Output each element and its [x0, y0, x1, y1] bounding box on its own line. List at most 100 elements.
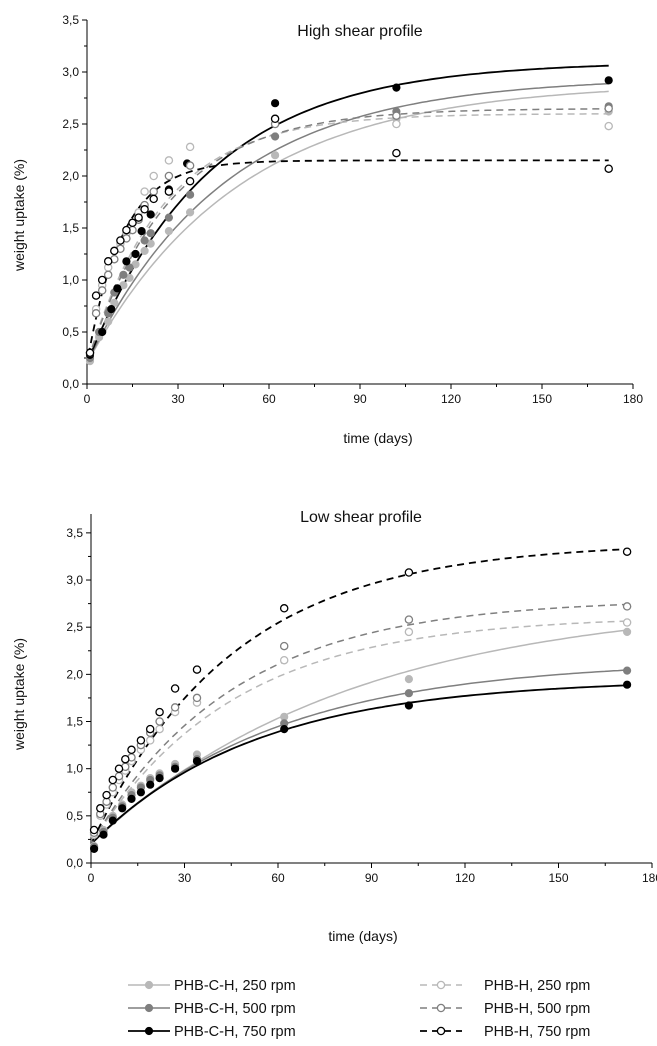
- data-point: [271, 132, 280, 141]
- x-tick-label: 180: [623, 392, 643, 406]
- data-point: [103, 257, 113, 266]
- y-axis-label: weight uptake (%): [11, 159, 27, 272]
- data-point: [110, 246, 119, 256]
- data-point: [271, 151, 280, 160]
- data-point: [192, 665, 202, 674]
- data-point: [622, 618, 632, 627]
- high-shear-chart: High shear profile time (days) weight up…: [11, 13, 643, 446]
- y-tick-label: 0,0: [62, 377, 79, 391]
- data-point: [140, 236, 149, 245]
- y-tick-label: 0,5: [62, 325, 79, 339]
- y-tick-label: 2,5: [66, 620, 83, 634]
- data-point: [186, 208, 195, 217]
- fit-curve: [87, 159, 609, 355]
- fit-curve: [87, 113, 609, 359]
- data-point: [623, 680, 632, 689]
- data-point: [392, 119, 401, 129]
- data-point: [392, 111, 401, 120]
- y-tick-label: 2,5: [62, 117, 79, 131]
- data-point: [155, 774, 164, 783]
- data-point: [114, 764, 124, 773]
- data-point: [155, 707, 164, 717]
- data-point: [116, 236, 125, 245]
- data-point: [622, 547, 632, 556]
- data-point: [164, 187, 174, 196]
- legend-marker: [436, 1026, 446, 1036]
- legend-marker: [436, 1003, 446, 1013]
- x-tick-label: 30: [178, 871, 192, 885]
- data-point: [185, 161, 195, 170]
- data-point: [186, 190, 195, 199]
- y-tick-label: 2,0: [62, 169, 79, 183]
- data-point: [623, 666, 632, 675]
- x-tick-label: 180: [642, 871, 657, 885]
- fit-curve: [87, 82, 609, 361]
- data-point: [131, 249, 140, 259]
- data-point: [122, 225, 131, 235]
- data-point: [140, 205, 149, 214]
- data-point: [90, 844, 99, 854]
- legend: PHB-C-H, 250 rpm PHB-H, 250 rpm PHB-C-H, 5…: [128, 978, 590, 1040]
- x-tick-label: 120: [441, 392, 461, 406]
- data-point: [164, 156, 174, 165]
- y-tick-label: 3,0: [66, 573, 83, 587]
- fit-curve: [91, 603, 628, 842]
- data-point: [118, 804, 127, 813]
- data-point: [604, 104, 613, 113]
- data-point: [155, 717, 164, 726]
- x-tick-label: 120: [455, 871, 475, 885]
- data-point: [192, 757, 202, 766]
- y-axis-label: weight uptake (%): [11, 638, 27, 751]
- x-tick-label: 30: [171, 392, 185, 406]
- data-point: [164, 171, 174, 181]
- data-point: [99, 830, 108, 839]
- fit-curve: [91, 620, 628, 842]
- x-axis-label: time (days): [328, 928, 397, 944]
- data-point: [170, 703, 180, 712]
- y-tick-label: 3,5: [62, 13, 79, 27]
- data-point: [107, 305, 116, 314]
- data-point: [91, 309, 101, 318]
- data-point: [140, 246, 149, 255]
- legend-entry: PHB-C-H, 250 rpm: [128, 978, 296, 994]
- legend-label: PHB-C-H, 500 rpm: [174, 1001, 296, 1017]
- y-tick-label: 0,0: [66, 856, 83, 870]
- legend-marker: [436, 980, 446, 990]
- low-shear-chart: Low shear profile time (days) weight upt…: [11, 509, 657, 944]
- y-tick-label: 3,5: [66, 526, 83, 540]
- data-point: [280, 725, 289, 734]
- x-tick-label: 0: [88, 871, 95, 885]
- data-point: [119, 270, 128, 279]
- data-point: [98, 327, 107, 337]
- y-tick-label: 2,0: [66, 667, 83, 681]
- data-point: [149, 187, 158, 196]
- data-point: [121, 754, 130, 764]
- fit-curve: [87, 108, 609, 359]
- legend-marker: [144, 1026, 154, 1036]
- data-point: [155, 724, 164, 734]
- data-point: [145, 736, 155, 745]
- y-tick-label: 1,5: [66, 715, 83, 729]
- data-point: [108, 816, 117, 825]
- data-point: [171, 764, 180, 773]
- data-point: [192, 693, 202, 703]
- data-point: [404, 615, 414, 624]
- data-point: [271, 99, 280, 108]
- y-tick-label: 1,5: [62, 221, 79, 235]
- data-point: [164, 213, 173, 222]
- legend-marker: [144, 1003, 154, 1013]
- legend-entry: PHB-C-H, 500 rpm: [128, 1001, 296, 1017]
- data-point: [85, 348, 95, 358]
- data-point: [149, 194, 158, 204]
- data-point: [91, 291, 101, 300]
- data-point: [404, 701, 413, 710]
- legend-label: PHB-C-H, 750 rpm: [174, 1024, 296, 1040]
- legend-label: PHB-H, 750 rpm: [484, 1024, 590, 1040]
- data-point: [108, 775, 118, 785]
- data-point: [185, 142, 195, 152]
- fit-curve: [92, 669, 628, 844]
- data-point: [145, 724, 155, 734]
- x-tick-label: 90: [365, 871, 379, 885]
- data-point: [146, 229, 155, 238]
